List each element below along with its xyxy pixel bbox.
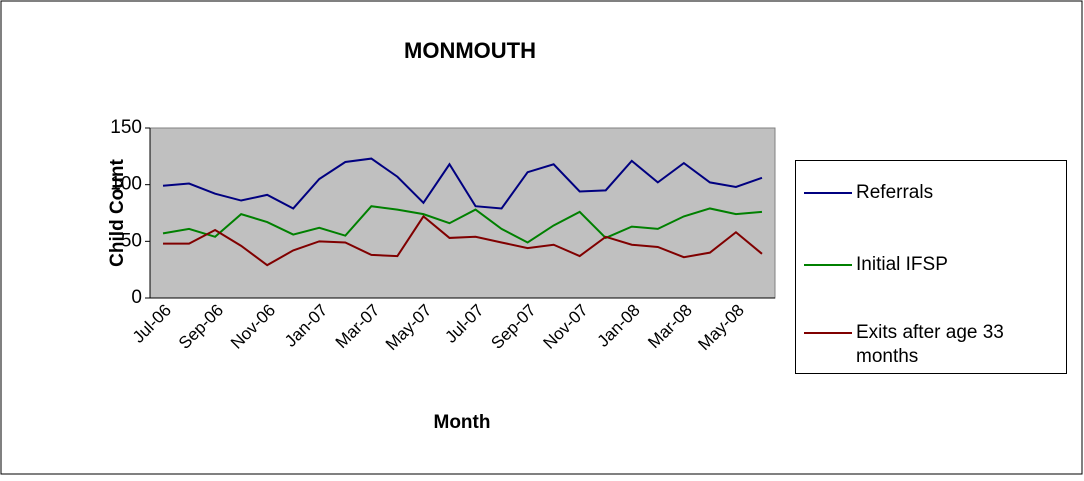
legend-swatch [804,192,852,194]
y-axis-label: Child Count [107,159,128,267]
x-axis-label: Month [434,412,491,433]
legend-entry: Exits after age 33 months [804,321,1061,369]
plot-area [149,127,776,299]
y-tick-label: 0 [131,287,142,308]
y-tick-label: 100 [110,174,142,195]
chart-title: MONMOUTH [404,38,536,63]
series-line [163,214,763,267]
legend-label: Referrals [856,182,934,203]
series-line [162,205,763,244]
legend-label: Initial IFSP [856,254,948,275]
legend: Referrals Initial IFSP Exits after age 33 … [795,160,1067,374]
legend-swatch [804,264,852,266]
legend-label: Exits after age 33 months [856,322,1004,367]
series-line [162,157,763,210]
y-tick-label: 150 [110,117,142,138]
legend-entry: Referrals [804,181,1061,205]
legend-swatch [804,332,852,334]
legend-entry: Initial IFSP [804,253,1061,277]
y-tick-label: 50 [121,230,142,251]
